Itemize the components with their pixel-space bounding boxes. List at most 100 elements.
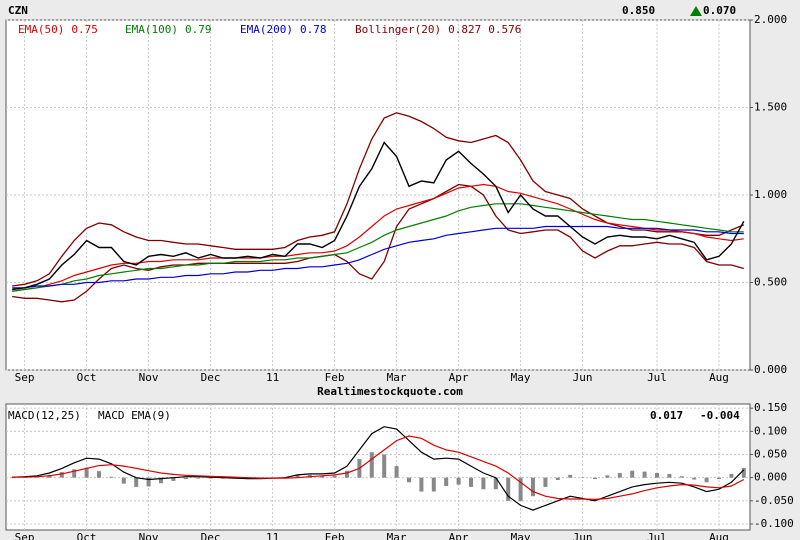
x-tick-label: Feb: [325, 531, 345, 540]
histogram-bar: [295, 474, 300, 478]
histogram-bar: [481, 477, 486, 490]
histogram-bar: [382, 454, 387, 478]
histogram-bar: [196, 477, 201, 479]
series-line: [12, 183, 744, 292]
y-tick-label: 1.500: [754, 101, 787, 114]
histogram-bar: [407, 477, 411, 483]
histogram-bar: [183, 477, 188, 480]
histogram-bar: [593, 477, 597, 480]
legend-value: 0.75: [71, 23, 98, 36]
x-tick-label: May: [511, 531, 531, 540]
x-tick-label: Nov: [139, 371, 159, 384]
histogram-bar: [655, 473, 659, 478]
histogram-bar: [419, 477, 424, 492]
legend-name: EMA(100): [125, 23, 178, 36]
bollinger-band: [12, 183, 744, 303]
histogram-bar: [345, 470, 349, 478]
x-tick-label: Apr: [449, 371, 469, 384]
histogram-bar: [642, 471, 647, 478]
histogram-bar: [134, 477, 139, 487]
bollinger-band: [12, 112, 745, 287]
y-tick-label: 0.100: [754, 424, 787, 437]
histogram-bar: [59, 472, 64, 478]
histogram-bar: [580, 477, 585, 478]
x-tick-label: Aug: [709, 371, 729, 384]
histogram-bar: [506, 477, 511, 501]
histogram-bar: [493, 477, 498, 490]
histogram-bar: [518, 477, 523, 501]
histogram-bar: [431, 477, 436, 492]
x-tick-label: Mar: [387, 371, 407, 384]
x-tick-label: Nov: [139, 531, 159, 540]
y-tick-label: 0.150: [754, 401, 787, 414]
x-tick-label: Oct: [77, 531, 97, 540]
histogram-bar: [332, 475, 337, 478]
legend-name: EMA(50): [18, 23, 64, 36]
histogram-bar: [741, 467, 746, 478]
histogram-bar: [320, 475, 325, 478]
y-tick-label: -0.050: [754, 494, 794, 507]
legend-value: 0.017: [650, 409, 683, 422]
histogram-bar: [717, 477, 721, 480]
symbol: CZN: [8, 4, 28, 17]
series-line: [12, 435, 745, 501]
histogram-bar: [704, 477, 709, 483]
source: Realtimestockquote.com: [317, 385, 463, 398]
x-tick-label: Jul: [647, 371, 667, 384]
x-tick-label: Feb: [325, 371, 345, 384]
last-price: 0.850: [622, 4, 655, 17]
price-line: [12, 141, 745, 291]
histogram-bar: [679, 476, 684, 478]
histogram-bar: [630, 470, 635, 478]
histogram-bar: [568, 474, 573, 478]
histogram-bar: [159, 477, 163, 484]
histogram-bar: [531, 477, 535, 497]
legend-value: 0.78: [300, 23, 327, 36]
macd-panel: [5, 403, 751, 531]
y-tick-label: 0.000: [754, 363, 787, 376]
up-arrow: [690, 6, 702, 16]
x-tick-label: Apr: [449, 531, 469, 540]
histogram-bar: [109, 476, 114, 478]
x-tick-label: Jun: [573, 531, 593, 540]
histogram-bar: [97, 471, 101, 478]
histogram-bar: [394, 466, 399, 478]
x-tick-label: 11: [266, 531, 279, 540]
x-tick-label: 11: [266, 371, 279, 384]
legend-entry: Bollinger(20) 0.827 0.576: [355, 23, 521, 36]
legend-entry: EMA(200) 0.78: [240, 23, 326, 36]
y-tick-label: 0.050: [754, 447, 787, 460]
x-tick-label: Mar: [387, 531, 407, 540]
legend-value: -0.004: [700, 409, 740, 422]
legend-value: 0.79: [185, 23, 212, 36]
histogram-bar: [84, 467, 89, 478]
histogram-bar: [555, 477, 560, 480]
histogram-bar: [667, 473, 672, 478]
x-tick-label: Jul: [647, 531, 667, 540]
x-tick-label: Jun: [573, 371, 593, 384]
histogram-bar: [171, 477, 176, 481]
histogram-bar: [692, 477, 697, 480]
histogram-bar: [456, 477, 461, 485]
y-tick-label: 0.000: [754, 471, 787, 484]
series-line: [12, 203, 744, 292]
legend-value: 0.576: [488, 23, 521, 36]
x-tick-label: Dec: [201, 371, 221, 384]
histogram-bar: [10, 477, 15, 479]
histogram-bar: [605, 475, 610, 478]
histogram-bar: [369, 452, 374, 478]
y-tick-label: -0.100: [754, 517, 794, 530]
histogram-bar: [469, 477, 473, 487]
x-tick-label: Oct: [77, 371, 97, 384]
legend-value: 0.827: [448, 23, 481, 36]
x-tick-label: Dec: [201, 531, 221, 540]
legend-name: MACD(12,25): [8, 409, 81, 422]
series-line: [12, 225, 744, 289]
histogram-bar: [729, 473, 734, 478]
histogram-bar: [208, 477, 213, 479]
series-line: [12, 426, 745, 511]
legend-entry: EMA(50) 0.75: [18, 23, 98, 36]
histogram-bar: [543, 477, 548, 487]
histogram-bar: [617, 473, 622, 478]
